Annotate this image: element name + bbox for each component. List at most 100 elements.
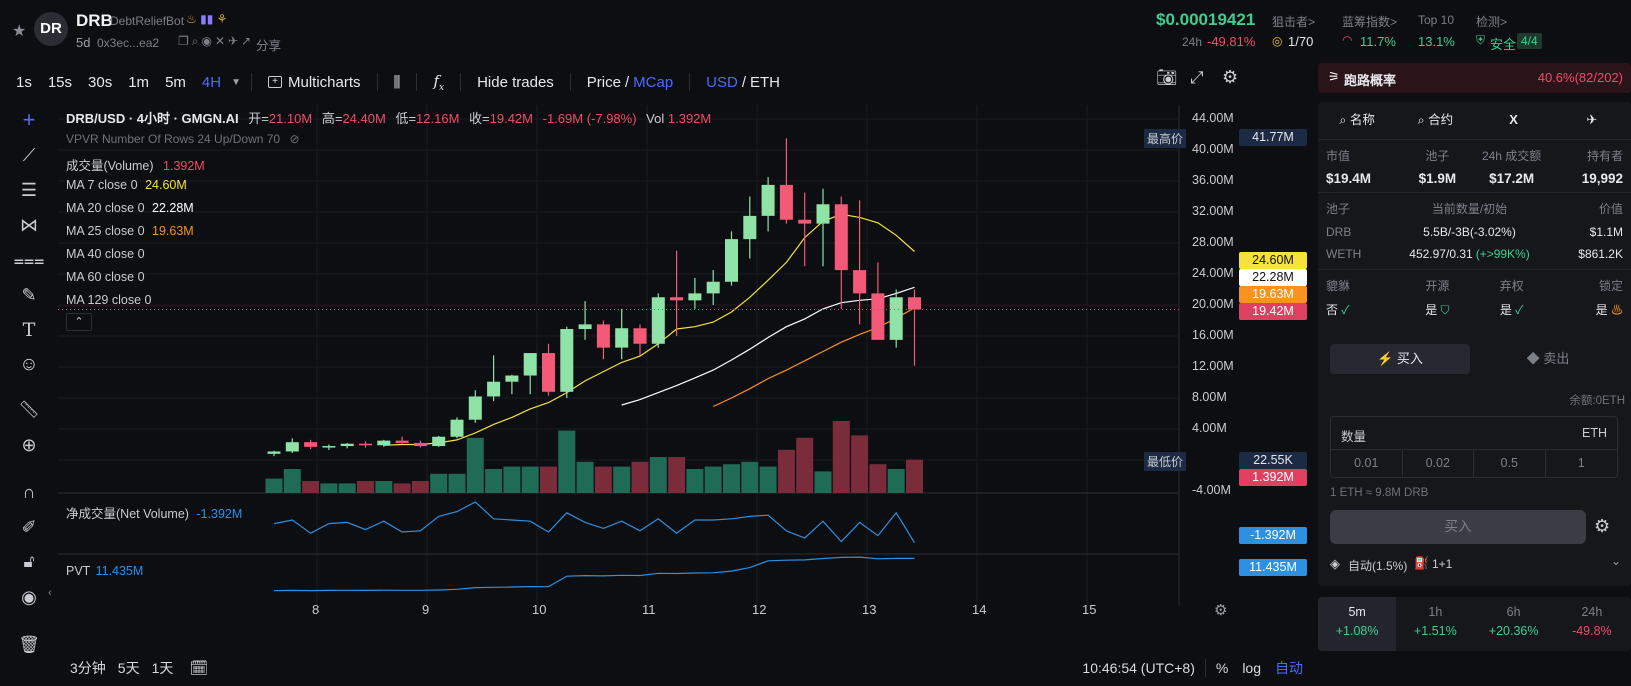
range-3m[interactable]: 3分钟 xyxy=(70,660,106,676)
check-icon: ✓ xyxy=(1515,303,1524,317)
audit-label[interactable]: 检测> xyxy=(1476,15,1508,29)
plus-square-icon: + xyxy=(268,76,282,88)
timeframe-1s[interactable]: 1s xyxy=(16,73,32,91)
slippage-icon: ◈ xyxy=(1330,556,1340,571)
price-mcap-toggle[interactable]: Price / MCap xyxy=(581,74,679,91)
camera-icon[interactable]: 📷︎ xyxy=(1156,68,1178,87)
y-tick-label: 44.00M xyxy=(1192,111,1234,125)
draw-lock-icon[interactable]: ✐ xyxy=(21,516,37,537)
timeframe-4h[interactable]: 4H xyxy=(201,73,222,91)
timeframe-30s[interactable]: 30s xyxy=(88,73,113,91)
quick-amount[interactable]: 0.02 xyxy=(1403,450,1474,477)
telegram-link[interactable]: ✈ xyxy=(1553,108,1631,134)
brush-icon[interactable]: ✎ xyxy=(21,284,37,305)
period-1h[interactable]: 1h +1.51% xyxy=(1396,597,1474,651)
unlock-icon[interactable]: 🔓︎ xyxy=(23,552,35,571)
range-1d[interactable]: 1天 xyxy=(151,660,174,676)
slippage-label[interactable]: 自动(1.5%) xyxy=(1348,559,1408,573)
collapse-arrow-icon[interactable]: ‹ xyxy=(48,587,52,599)
price-value: $0.00019421 xyxy=(1156,10,1256,29)
fullscreen-icon[interactable]: ⤢ xyxy=(1190,68,1204,87)
quick-amount[interactable]: 0.5 xyxy=(1474,450,1546,477)
net-volume-line xyxy=(273,501,916,544)
x-tick-label: 12 xyxy=(752,602,767,617)
auto-toggle[interactable]: 自动 xyxy=(1275,660,1303,676)
hide-trades-button[interactable]: Hide trades xyxy=(477,73,554,91)
buy-tab[interactable]: ⚡ 买入 xyxy=(1330,344,1470,374)
volume-bar xyxy=(540,466,557,493)
sniper-label[interactable]: 狙击者> xyxy=(1272,15,1316,29)
settings-icon[interactable]: ⚙ xyxy=(1222,67,1239,87)
function-icon: fx xyxy=(433,71,445,93)
y-tick-label: 8.00M xyxy=(1192,390,1227,404)
token-address[interactable]: 0x3ec...ea2 xyxy=(97,36,160,50)
candle-type-button[interactable]: ⫼ xyxy=(388,74,407,91)
trendline-icon[interactable]: ⟋ xyxy=(22,144,36,165)
volume-legend: 成交量(Volume) 1.392M xyxy=(66,155,205,174)
percent-toggle[interactable]: % xyxy=(1215,660,1229,676)
quick-amount[interactable]: 0.01 xyxy=(1331,450,1403,477)
y-tick-label: 28.00M xyxy=(1192,235,1234,249)
period-24h[interactable]: 24h -49.8% xyxy=(1553,597,1631,651)
emoji-icon[interactable]: ☺ xyxy=(19,354,39,375)
magnet-icon[interactable]: ∩ xyxy=(22,481,36,502)
candle-body xyxy=(267,451,281,454)
y-tick-label: 36.00M xyxy=(1192,173,1234,187)
search-name-tab[interactable]: ⌕ 名称 xyxy=(1339,113,1375,127)
eye-icon[interactable]: ◉ xyxy=(21,586,37,607)
flag-label: 锁定 xyxy=(1598,279,1623,293)
collapse-legend-button[interactable]: ⌃ xyxy=(66,313,92,331)
low-label: 低= xyxy=(395,111,417,126)
eye-off-icon[interactable]: ⊘ xyxy=(289,132,300,146)
top10-value: 13.1% xyxy=(1418,34,1455,49)
chevron-down-icon[interactable]: ⌄ xyxy=(1610,554,1621,568)
trash-icon[interactable]: 🗑︎ xyxy=(18,635,40,654)
fib-lines-icon[interactable]: ☰ xyxy=(20,179,38,200)
timeframe-15s[interactable]: 15s xyxy=(47,73,73,91)
star-icon[interactable]: ★ xyxy=(12,23,27,40)
period-5m[interactable]: 5m +1.08% xyxy=(1318,597,1397,651)
usd-eth-toggle[interactable]: USD / ETH xyxy=(700,74,786,91)
clock-time[interactable]: 10:46:54 (UTC+8) xyxy=(1082,660,1195,676)
chart-canvas[interactable] xyxy=(58,105,1313,645)
ruler-icon[interactable]: 📏︎ xyxy=(18,400,40,419)
x-tick-label: 10 xyxy=(532,602,547,617)
zoom-in-icon[interactable]: ⊕ xyxy=(21,434,37,455)
token-age: 5d xyxy=(76,35,91,50)
bluechip-label[interactable]: 蓝筹指数> xyxy=(1342,15,1398,29)
quick-amount[interactable]: 1 xyxy=(1577,456,1585,470)
candle-body xyxy=(706,281,720,294)
timeframe-dropdown-icon[interactable]: ▼ xyxy=(231,76,241,88)
indicators-button[interactable]: fx xyxy=(427,72,450,93)
timeframe-5m[interactable]: 5m xyxy=(165,73,186,91)
gas-label[interactable]: 1+1 xyxy=(1432,557,1453,571)
goto-date-icon[interactable]: 🗓︎ xyxy=(189,660,209,677)
candle-body xyxy=(633,328,647,344)
search-contract-tab[interactable]: ⌕ 合约 xyxy=(1417,113,1454,127)
period-label: 6h xyxy=(1506,605,1521,619)
amount-input[interactable]: 数量 ETH xyxy=(1330,416,1618,450)
candle-body xyxy=(908,297,921,310)
price-chart[interactable]: DRB/USD · 4小时 · GMGN.AI 开=21.10M 高=24.40… xyxy=(58,105,1313,645)
pvt-line xyxy=(273,556,915,592)
text-icon[interactable]: T xyxy=(22,319,36,341)
token-source[interactable]: DebtReliefBot xyxy=(110,14,185,28)
address-action-icons[interactable]: ❐⌕◉✕✈↗ xyxy=(178,34,255,48)
forecast-icon[interactable]: ⩶ xyxy=(13,249,45,270)
buy-button[interactable]: 买入 xyxy=(1330,510,1586,544)
range-5d[interactable]: 5天 xyxy=(117,660,140,676)
pattern-icon[interactable]: ⋈ xyxy=(20,214,38,235)
x-link[interactable]: X xyxy=(1475,108,1553,134)
trade-settings-icon[interactable]: ⚙ xyxy=(1594,516,1611,536)
axis-settings-icon[interactable]: ⚙ xyxy=(1214,602,1228,619)
crosshair-icon[interactable]: + xyxy=(22,107,36,132)
rug-probability-bar[interactable]: ⚞ 跑路概率 40.6%(82/202) xyxy=(1318,63,1631,93)
timeframe-1m[interactable]: 1m xyxy=(128,73,150,91)
share-link[interactable]: 分享 xyxy=(256,39,282,53)
period-6h[interactable]: 6h +20.36% xyxy=(1475,597,1553,651)
sell-tab[interactable]: ◆ 卖出 xyxy=(1478,344,1618,374)
candle-body xyxy=(779,184,793,220)
multicharts-button[interactable]: + Multicharts xyxy=(262,74,367,91)
log-toggle[interactable]: log xyxy=(1242,660,1261,676)
y-tick-label: 32.00M xyxy=(1192,204,1234,218)
